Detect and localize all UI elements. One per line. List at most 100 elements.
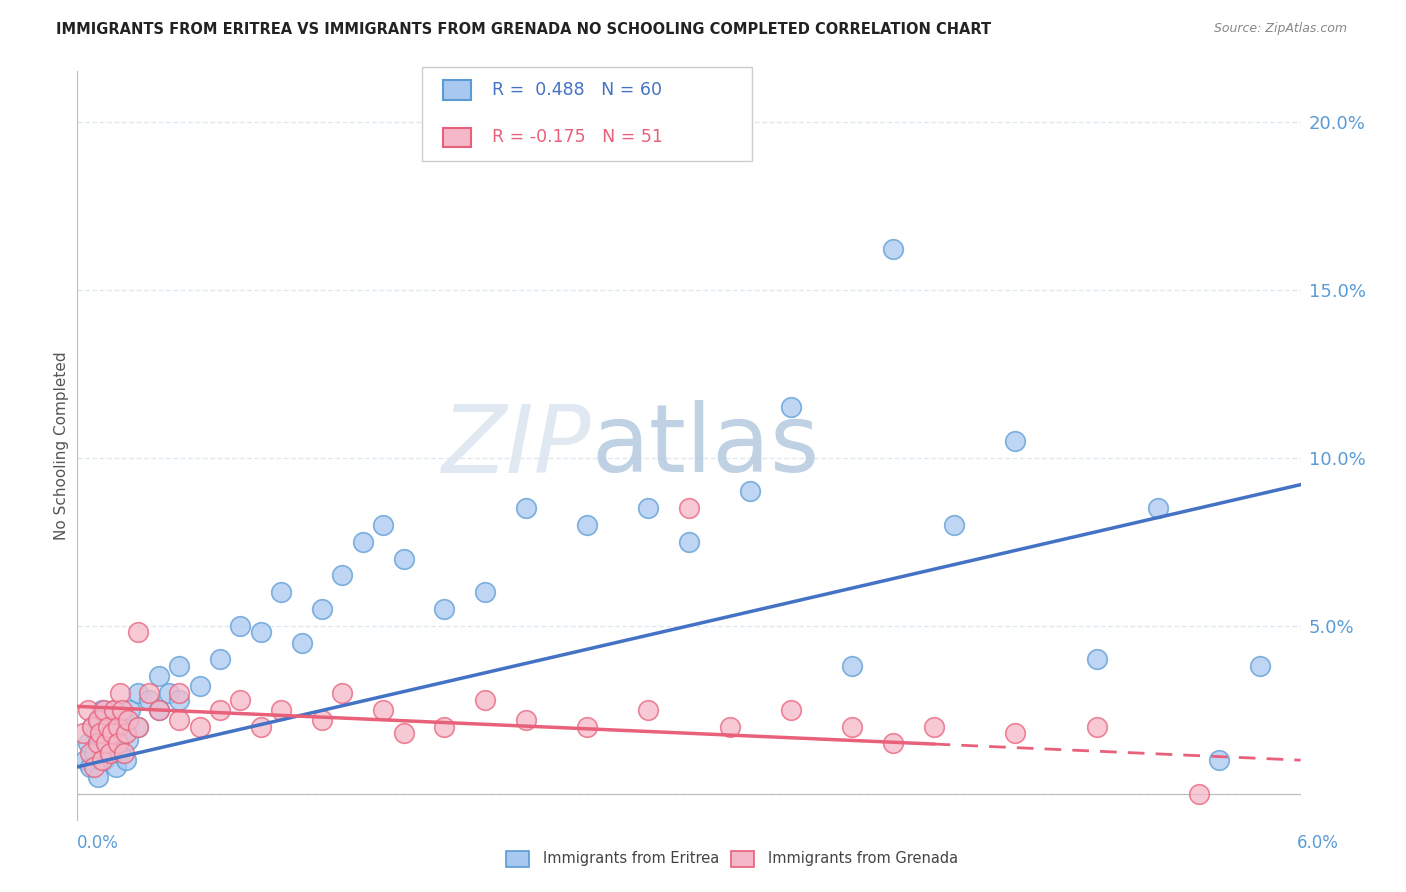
- Point: [84, 726, 107, 740]
- Point: [209, 703, 232, 717]
- Point: [111, 703, 134, 717]
- Point: [1004, 434, 1026, 448]
- Point: [94, 720, 117, 734]
- Point: [740, 484, 762, 499]
- Point: [80, 720, 103, 734]
- Point: [79, 760, 101, 774]
- Point: [79, 747, 101, 761]
- Point: [250, 625, 273, 640]
- Point: [148, 703, 170, 717]
- Point: [922, 720, 945, 734]
- Point: [882, 736, 904, 750]
- Point: [229, 692, 252, 706]
- Point: [157, 686, 180, 700]
- Point: [93, 703, 115, 717]
- Point: [87, 770, 110, 784]
- Point: [97, 720, 120, 734]
- Point: [112, 747, 135, 761]
- Point: [87, 736, 110, 750]
- Point: [107, 720, 129, 734]
- Point: [72, 726, 94, 740]
- Point: [352, 534, 374, 549]
- Point: [270, 703, 292, 717]
- Point: [128, 720, 150, 734]
- Text: R = -0.175   N = 51: R = -0.175 N = 51: [492, 128, 664, 146]
- Point: [1004, 726, 1026, 740]
- Point: [515, 501, 537, 516]
- Point: [392, 726, 415, 740]
- Point: [90, 703, 112, 717]
- Text: Source: ZipAtlas.com: Source: ZipAtlas.com: [1213, 22, 1347, 36]
- Point: [270, 585, 292, 599]
- Point: [841, 720, 863, 734]
- Point: [83, 747, 105, 761]
- Point: [112, 713, 135, 727]
- Point: [138, 692, 160, 706]
- Point: [87, 713, 110, 727]
- Point: [188, 720, 211, 734]
- Point: [515, 713, 537, 727]
- Point: [1085, 720, 1108, 734]
- Point: [637, 703, 659, 717]
- Point: [120, 703, 142, 717]
- Point: [841, 659, 863, 673]
- Point: [76, 736, 98, 750]
- Point: [433, 602, 456, 616]
- Point: [637, 501, 659, 516]
- Point: [678, 534, 700, 549]
- Point: [80, 720, 103, 734]
- Point: [169, 686, 191, 700]
- Y-axis label: No Schooling Completed: No Schooling Completed: [53, 351, 69, 541]
- Point: [780, 401, 803, 415]
- Point: [576, 720, 599, 734]
- Point: [117, 713, 139, 727]
- Point: [1085, 652, 1108, 666]
- Point: [474, 692, 496, 706]
- Point: [89, 733, 111, 747]
- Point: [1147, 501, 1170, 516]
- Point: [90, 753, 112, 767]
- Text: Immigrants from Eritrea: Immigrants from Eritrea: [543, 852, 718, 866]
- Point: [229, 619, 252, 633]
- Text: ZIP: ZIP: [441, 401, 591, 491]
- Point: [101, 747, 124, 761]
- Point: [576, 518, 599, 533]
- Point: [94, 736, 117, 750]
- Point: [148, 703, 170, 717]
- Point: [371, 703, 394, 717]
- Point: [115, 753, 138, 767]
- Point: [75, 753, 97, 767]
- Point: [311, 713, 333, 727]
- Point: [474, 585, 496, 599]
- Point: [332, 686, 354, 700]
- Point: [311, 602, 333, 616]
- Point: [97, 736, 120, 750]
- Point: [89, 726, 111, 740]
- Text: R =  0.488   N = 60: R = 0.488 N = 60: [492, 81, 662, 99]
- Point: [128, 720, 150, 734]
- Point: [1208, 753, 1230, 767]
- Point: [1249, 659, 1271, 673]
- Point: [117, 733, 139, 747]
- Point: [169, 659, 191, 673]
- Point: [780, 703, 803, 717]
- Point: [332, 568, 354, 582]
- Point: [148, 669, 170, 683]
- Point: [98, 726, 121, 740]
- Point: [371, 518, 394, 533]
- Point: [169, 692, 191, 706]
- Point: [87, 713, 110, 727]
- Text: 0.0%: 0.0%: [77, 834, 120, 852]
- Point: [209, 652, 232, 666]
- Point: [107, 736, 129, 750]
- Point: [882, 243, 904, 257]
- Text: 6.0%: 6.0%: [1296, 834, 1339, 852]
- Point: [93, 753, 115, 767]
- Point: [83, 760, 105, 774]
- Text: atlas: atlas: [591, 400, 820, 492]
- Point: [105, 760, 128, 774]
- Point: [718, 720, 741, 734]
- Point: [111, 726, 134, 740]
- Point: [98, 747, 121, 761]
- Point: [128, 625, 150, 640]
